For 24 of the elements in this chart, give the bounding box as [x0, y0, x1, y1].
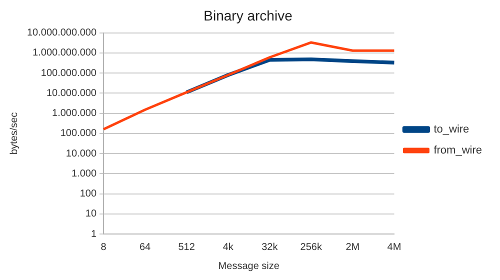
chart-title: Binary archive [204, 7, 293, 24]
y-tick-label: 10.000 [66, 148, 97, 160]
x-axis-title: Message size [218, 260, 280, 272]
legend-label: from_wire [434, 144, 482, 157]
x-tick-label: 2M [346, 242, 360, 253]
x-tick-label: 8 [100, 242, 107, 253]
y-tick-label: 1 [90, 228, 97, 240]
y-tick-label: 1.000.000 [52, 108, 97, 120]
y-tick-label: 10 [85, 208, 97, 220]
y-tick-label: 100 [80, 188, 97, 200]
y-tick-label: 1.000.000.000 [32, 48, 97, 59]
y-axis-title: bytes/sec [8, 112, 20, 155]
y-tick-label: 10.000.000 [46, 88, 97, 99]
x-tick-label: 4k [222, 242, 234, 253]
x-tick-label: 256k [300, 242, 323, 253]
y-tick-label: 100.000.000 [40, 68, 97, 79]
y-tick-label: 1.000 [71, 168, 97, 180]
legend-label: to_wire [434, 124, 470, 136]
y-tick-label: 100.000 [60, 128, 97, 140]
x-tick-label: 512 [178, 242, 196, 253]
y-tick-label: 10.000.000.000 [26, 28, 97, 39]
x-tick-label: 64 [139, 242, 152, 253]
x-tick-label: 32k [262, 242, 279, 253]
x-tick-label: 4M [387, 242, 402, 253]
